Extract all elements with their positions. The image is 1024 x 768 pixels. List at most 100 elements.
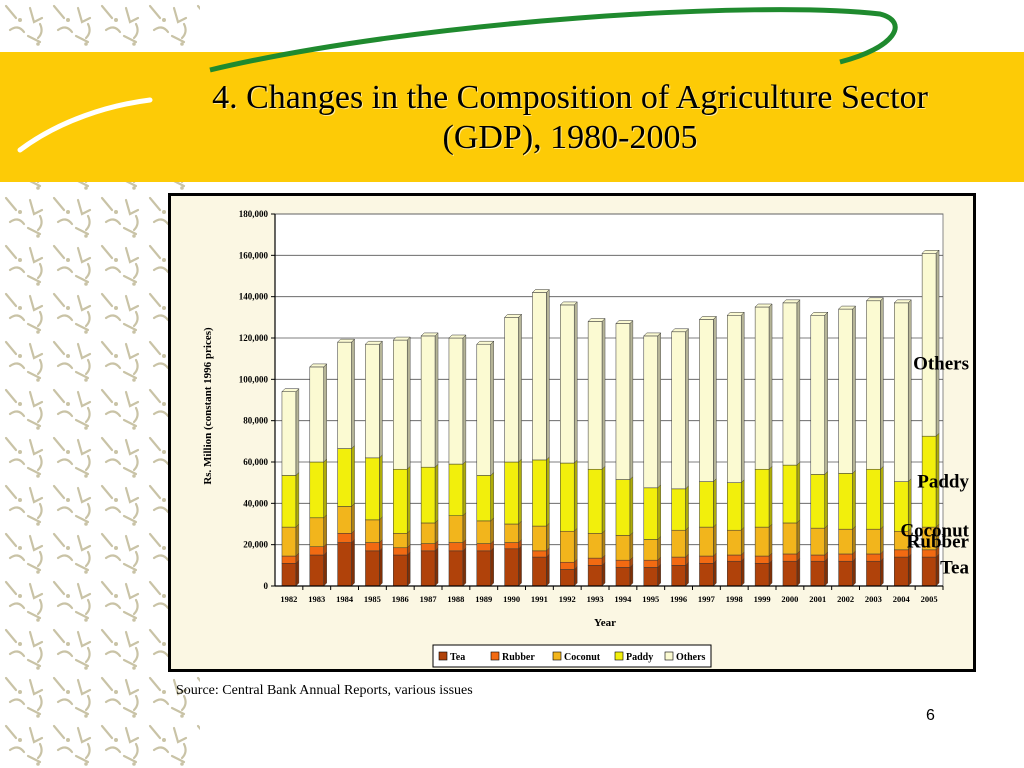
bar-side-paddy xyxy=(518,458,522,525)
bar-tea xyxy=(560,569,575,587)
bar-top xyxy=(364,340,383,345)
bar-others xyxy=(615,323,631,480)
y-tick-label: 160,000 xyxy=(239,250,269,260)
bar-side-others xyxy=(685,328,689,490)
bar-paddy xyxy=(560,462,575,532)
bar-rubber xyxy=(476,543,491,552)
bar-others xyxy=(532,292,547,461)
x-tick-label: 2004 xyxy=(893,594,911,604)
bar-side-others xyxy=(379,340,383,459)
bar-paddy xyxy=(782,464,798,524)
bar-side-paddy xyxy=(824,470,828,529)
bar-paddy xyxy=(532,459,547,527)
legend-swatch-paddy xyxy=(614,651,624,661)
bar-tea xyxy=(782,560,798,587)
bar-rubber xyxy=(699,555,714,564)
bar-top xyxy=(671,328,690,333)
bar-others xyxy=(754,306,770,470)
bar-side-others xyxy=(880,297,884,470)
bar-side-others xyxy=(351,338,355,450)
y-tick-label: 100,000 xyxy=(239,374,269,384)
bar-coconut xyxy=(476,520,491,544)
bar-side-coconut xyxy=(351,502,355,534)
bar-side-paddy xyxy=(574,459,578,532)
bar-coconut xyxy=(727,529,742,556)
legend-box xyxy=(432,644,712,668)
page-number: 6 xyxy=(926,707,935,724)
bar-rubber xyxy=(810,554,825,562)
bar-others xyxy=(894,302,909,482)
bar-side-others xyxy=(629,320,634,481)
x-tick-label: 1992 xyxy=(559,594,576,604)
annotation-paddy: Paddy xyxy=(917,472,969,493)
bar-side-paddy xyxy=(657,484,661,540)
bar-tea xyxy=(393,554,408,587)
bar-side-coconut xyxy=(796,519,801,555)
bar-top xyxy=(531,289,550,293)
x-tick-label: 2005 xyxy=(921,594,938,604)
bar-others xyxy=(921,253,937,437)
bar-top xyxy=(420,332,439,337)
bar-tea xyxy=(281,563,297,587)
bar-paddy xyxy=(727,482,742,531)
y-tick-label: 40,000 xyxy=(243,498,268,508)
bar-tea xyxy=(810,560,825,587)
bar-side-tea xyxy=(657,563,661,587)
legend-label-coconut: Coconut xyxy=(564,652,601,663)
y-axis-label: Rs. Million (constant 1996 prices) xyxy=(202,327,214,485)
bar-rubber xyxy=(281,555,297,564)
bar-top xyxy=(726,312,745,316)
title-line-2: (GDP), 1980-2005 xyxy=(442,119,698,156)
bar-rubber xyxy=(337,533,352,543)
bar-paddy xyxy=(615,479,631,536)
legend-label-paddy: Paddy xyxy=(626,652,653,663)
bar-tea xyxy=(615,567,631,587)
bar-rubber xyxy=(615,559,631,568)
x-tick-label: 1993 xyxy=(587,594,604,604)
bar-side-others xyxy=(657,332,661,489)
bar-side-others xyxy=(574,301,578,464)
bar-coconut xyxy=(393,533,408,549)
bar-side-tea xyxy=(796,557,801,587)
legend-label-others: Others xyxy=(676,652,706,663)
bar-side-coconut xyxy=(629,531,634,561)
bar-coconut xyxy=(810,527,825,556)
bar-side-others xyxy=(462,334,467,465)
bar-paddy xyxy=(448,463,464,516)
y-tick-label: 60,000 xyxy=(243,457,268,467)
source-note: Source: Central Bank Annual Reports, var… xyxy=(176,683,473,698)
bar-side-coconut xyxy=(379,516,383,544)
bar-top xyxy=(504,314,523,318)
bar-top xyxy=(559,301,578,306)
bar-side-others xyxy=(295,388,300,476)
bar-side-paddy xyxy=(379,454,383,521)
bar-tea xyxy=(448,550,464,587)
bar-side-paddy xyxy=(880,465,884,530)
bar-top xyxy=(782,299,801,304)
bar-coconut xyxy=(838,528,853,555)
bar-others xyxy=(365,343,380,459)
bar-coconut xyxy=(587,533,603,559)
bar-side-tea xyxy=(490,547,494,587)
bar-tea xyxy=(727,560,742,587)
bar-side-others xyxy=(741,311,745,484)
bar-coconut xyxy=(281,526,297,557)
bar-paddy xyxy=(476,475,491,522)
bar-top xyxy=(921,250,940,254)
legend-swatch-others xyxy=(664,651,674,661)
chart-frame: 0 20,000 40,000 60,000 80,000 100,000 120,000 1… xyxy=(168,193,976,672)
swoosh-decoration xyxy=(17,7,898,153)
x-tick-label: 2000 xyxy=(781,594,798,604)
annotation-coconut: Coconut xyxy=(900,520,969,541)
bar-side-coconut xyxy=(546,522,550,552)
bar-top xyxy=(698,316,717,320)
bar-coconut xyxy=(782,522,798,555)
bar-top xyxy=(448,334,467,339)
bar-others xyxy=(810,315,825,475)
x-tick-label: 1987 xyxy=(420,594,438,604)
bar-side-tea xyxy=(880,557,884,587)
x-tick-label: 1999 xyxy=(754,594,771,604)
bar-top xyxy=(810,312,829,316)
bar-paddy xyxy=(504,461,519,525)
